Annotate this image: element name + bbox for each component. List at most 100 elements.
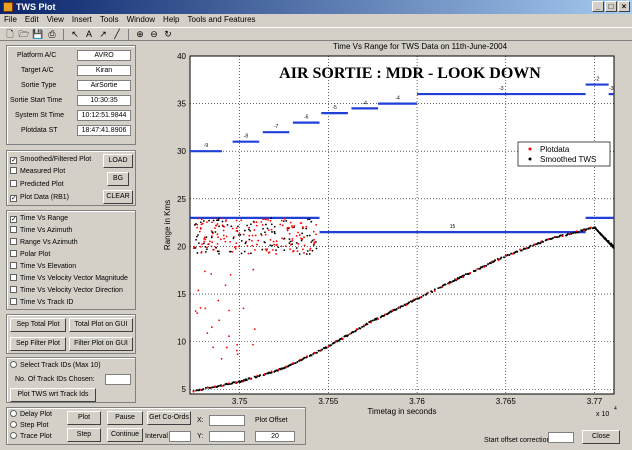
plot-type-time-azimuth[interactable]: Time Vs Azimuth xyxy=(10,226,72,235)
plotdata-st-field[interactable]: 18:47:41.8906 xyxy=(77,125,131,136)
clutter-point xyxy=(289,243,292,246)
plot-type-velocity-direction[interactable]: Time Vs Velocity Vector Direction xyxy=(10,286,123,295)
get-coords-button[interactable]: Get Co-Ords xyxy=(147,411,191,425)
smoothed-point xyxy=(577,231,580,234)
plot-offset-field[interactable]: 20 xyxy=(255,431,295,442)
plot-tws-track-button[interactable]: Plot TWS wrt Track Ids xyxy=(10,388,96,402)
step-plot-radio[interactable]: Step Plot xyxy=(10,421,48,430)
target-field[interactable]: Kiran xyxy=(77,65,131,76)
outlier-point xyxy=(220,357,223,360)
clutter-point xyxy=(219,238,222,241)
smoothed-point xyxy=(195,389,198,392)
minimize-button[interactable]: _ xyxy=(592,1,604,12)
legend-label: Plotdata xyxy=(540,145,570,154)
platform-field[interactable]: AVRO xyxy=(77,50,131,61)
clutter-point xyxy=(237,234,240,236)
clutter-point xyxy=(310,241,313,244)
clutter-point xyxy=(203,236,206,239)
clutter-point xyxy=(280,245,283,248)
print-icon[interactable]: ⎙ xyxy=(48,29,56,39)
plotdata-point xyxy=(277,368,280,371)
outlier-point xyxy=(252,268,255,271)
open-folder-icon[interactable]: 🗁 xyxy=(18,29,30,39)
total-plot-gui-button[interactable]: Total Plot on GUI xyxy=(69,318,133,332)
x-coord-field[interactable] xyxy=(209,415,245,426)
menu-file[interactable]: File xyxy=(4,15,17,24)
smoothed-point xyxy=(222,384,225,387)
plotdata-checkbox[interactable]: ✓ Plot Data (RB1) xyxy=(10,193,69,202)
sep-filter-plot-button[interactable]: Sep Filter Plot xyxy=(10,337,66,351)
segment-label: -5 xyxy=(332,105,337,111)
clutter-point xyxy=(202,220,205,222)
clutter-point xyxy=(201,243,203,246)
close-window-button[interactable]: × xyxy=(618,1,630,12)
segment-label: -4 xyxy=(363,100,368,106)
menu-edit[interactable]: Edit xyxy=(24,15,39,24)
legend-marker xyxy=(528,157,532,161)
delay-plot-radio[interactable]: Delay Plot xyxy=(10,410,52,419)
sortie-type-field[interactable]: AirSortie xyxy=(77,80,131,91)
plot-type-polar[interactable]: Polar Plot xyxy=(10,250,50,259)
system-time-field[interactable]: 10:12:51.9844 xyxy=(77,110,131,121)
text-insert-icon[interactable]: A xyxy=(85,29,92,39)
plot-type-velocity-magnitude[interactable]: Time Vs Velocity Vector Magnitude xyxy=(10,274,128,283)
maximize-button[interactable]: □ xyxy=(605,1,617,12)
menu-view[interactable]: View xyxy=(46,15,64,24)
select-track-radio[interactable]: Select Track IDs (Max 10) xyxy=(10,361,101,370)
plot-type-time-range[interactable]: ✓ Time Vs Range xyxy=(10,214,68,223)
plotdata-point xyxy=(497,259,500,262)
menu-insert[interactable]: Insert xyxy=(71,15,92,24)
bg-button[interactable]: BG xyxy=(107,172,129,186)
measured-checkbox[interactable]: Measured Plot xyxy=(10,167,65,176)
interval-field[interactable] xyxy=(169,431,191,442)
pause-button[interactable]: Pause xyxy=(107,411,143,425)
trace-plot-radio[interactable]: Trace Plot xyxy=(10,432,52,441)
y-coord-field[interactable] xyxy=(209,431,245,442)
segment-label: -3 xyxy=(609,86,614,92)
menu-tools[interactable]: Tools xyxy=(99,15,119,24)
clutter-point xyxy=(240,252,243,255)
plot-type-label: Time Vs Velocity Vector Magnitude xyxy=(20,275,128,282)
arrow-pointer-icon[interactable]: ↖ xyxy=(71,29,79,39)
close-button[interactable]: Close xyxy=(582,430,620,444)
clutter-point xyxy=(272,240,275,243)
zoom-out-icon[interactable]: ⊖ xyxy=(150,29,158,39)
zoom-in-icon[interactable]: ⊕ xyxy=(136,29,144,39)
clear-button[interactable]: CLEAR xyxy=(103,190,133,204)
platform-label: Platform A/C xyxy=(17,52,57,59)
plotdata-point xyxy=(554,235,557,238)
plot-button[interactable]: Plot xyxy=(67,411,101,425)
load-button[interactable]: LOAD xyxy=(103,154,133,168)
track-chosen-field[interactable] xyxy=(105,374,131,385)
y-coord-label: Y: xyxy=(197,433,204,440)
clutter-point xyxy=(225,219,227,221)
plot-type-track-id[interactable]: Time Vs Track ID xyxy=(10,298,73,307)
smoothed-point xyxy=(315,351,318,354)
menu-window[interactable]: Window xyxy=(126,15,156,24)
smoothed-checkbox[interactable]: ✓ Smoothed/Filtered Plot xyxy=(10,155,91,164)
plot-type-range-azimuth[interactable]: Range Vs Azimuth xyxy=(10,238,78,247)
step-button[interactable]: Step xyxy=(67,428,101,442)
clutter-point xyxy=(235,242,238,245)
clutter-point xyxy=(308,253,311,255)
clutter-point xyxy=(193,224,196,226)
arrow-insert-icon[interactable]: ↗ xyxy=(99,29,107,39)
plotdata-point xyxy=(504,254,507,257)
plot-type-time-elevation[interactable]: Time Vs Elevation xyxy=(10,262,76,271)
menu-help[interactable]: Help xyxy=(163,15,180,24)
plotdata-point xyxy=(369,321,372,324)
sep-total-plot-button[interactable]: Sep Total Plot xyxy=(10,318,66,332)
predicted-checkbox[interactable]: Predicted Plot xyxy=(10,180,64,189)
start-offset-field[interactable] xyxy=(548,432,574,443)
continue-button[interactable]: Continue xyxy=(107,428,143,442)
clutter-point xyxy=(305,253,308,255)
menu-tools-features[interactable]: Tools and Features xyxy=(187,15,256,24)
filter-plot-gui-button[interactable]: Filter Plot on GUI xyxy=(69,337,133,351)
rotate-icon[interactable]: ↻ xyxy=(164,29,172,39)
y-tick-label: 5 xyxy=(182,385,187,394)
new-file-icon[interactable]: 🗋 xyxy=(6,29,14,39)
save-icon[interactable]: 💾 xyxy=(32,29,44,39)
sortie-start-field[interactable]: 10:30:35 xyxy=(77,95,131,106)
line-insert-icon[interactable]: ╱ xyxy=(114,29,120,39)
